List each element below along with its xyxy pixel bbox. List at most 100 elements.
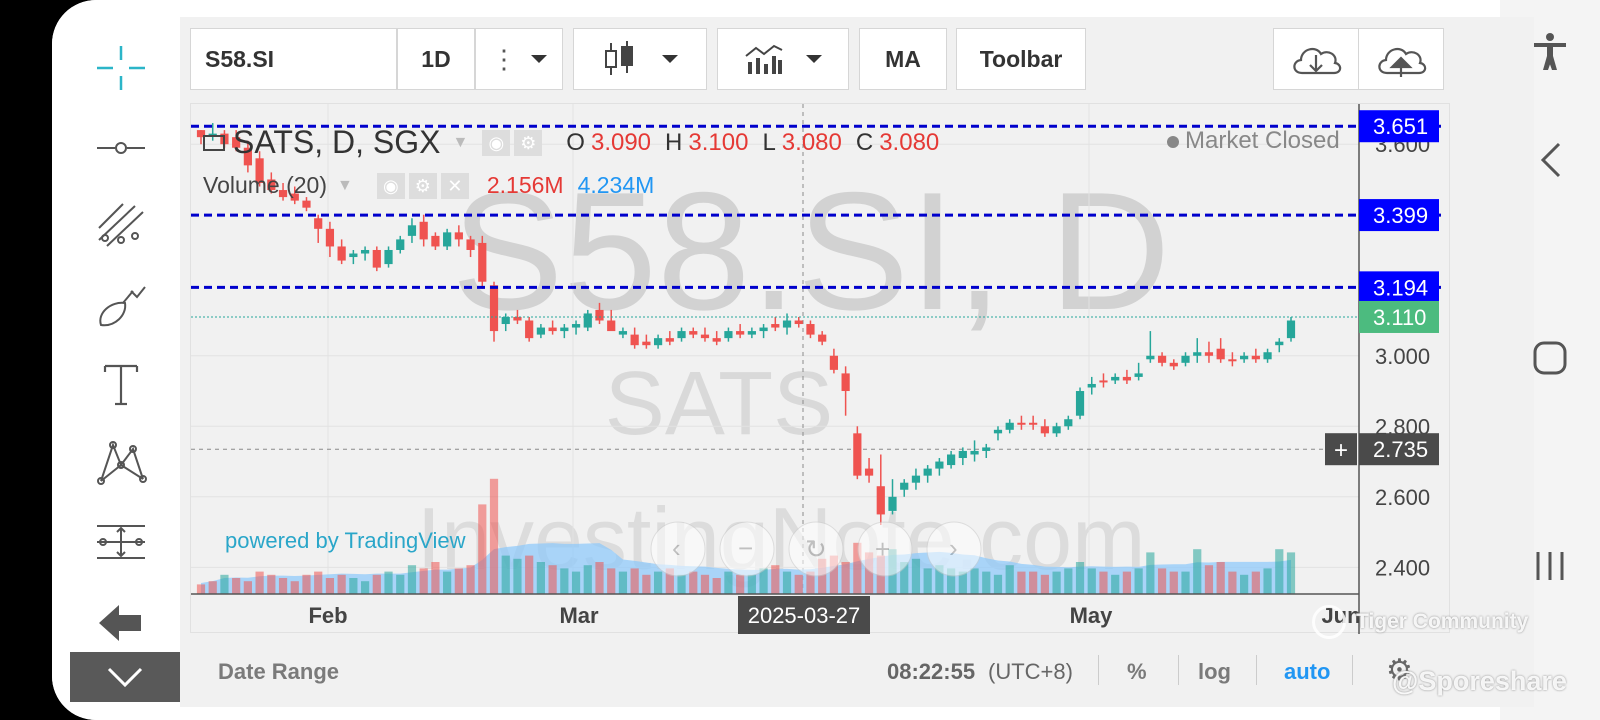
volume-bar: [349, 578, 358, 594]
crosshair-tool-icon[interactable]: [90, 37, 152, 99]
legend-caret-icon[interactable]: ▼: [452, 133, 469, 151]
scroll-left-button[interactable]: [650, 521, 706, 577]
auto-toggle[interactable]: auto: [1284, 659, 1331, 684]
volume-bar: [419, 568, 428, 594]
log-toggle[interactable]: log: [1198, 659, 1231, 684]
volume-bar: [1157, 568, 1167, 594]
chart-settings-icon[interactable]: ⚙: [1386, 654, 1413, 687]
volume-bar: [243, 581, 252, 594]
low-value: 3.080: [781, 128, 842, 156]
price-label: 3.399: [1373, 203, 1428, 228]
timezone-label[interactable]: (UTC+8): [988, 659, 1073, 684]
minus-icon: −: [738, 533, 753, 563]
candle-body: [1216, 348, 1225, 360]
indicators-button[interactable]: [717, 28, 849, 90]
volume-bar: [642, 574, 651, 594]
price-chart[interactable]: S58.SI, D SATS InvestingNote.com 3.6003.…: [191, 104, 1451, 634]
accessibility-icon[interactable]: [1522, 24, 1578, 80]
candle-body: [864, 468, 874, 476]
candle-body: [372, 249, 381, 268]
zoom-out-button[interactable]: [719, 521, 775, 577]
candle-body: [290, 193, 299, 201]
measure-tool-icon[interactable]: [90, 511, 152, 573]
candle-body: [1169, 362, 1178, 367]
volume-bar: [536, 562, 545, 594]
volume-bar: [736, 574, 745, 594]
interval-button[interactable]: 1D: [397, 28, 475, 90]
fib-tool-icon[interactable]: [90, 195, 152, 257]
chart-type-button[interactable]: [573, 28, 707, 90]
reset-button[interactable]: [788, 521, 844, 577]
volume-bar: [478, 504, 487, 594]
time-tick-label: Mar: [559, 603, 599, 628]
volume-bar: [689, 571, 698, 594]
eye-icon[interactable]: ◉: [482, 129, 511, 156]
candle-body: [1228, 359, 1237, 362]
candle-body: [841, 373, 850, 392]
volume-bar: [443, 571, 452, 594]
date-range-button[interactable]: Date Range: [218, 659, 340, 684]
volume-settings-icon[interactable]: ⚙: [408, 172, 437, 199]
volume-bar: [630, 568, 639, 594]
arrow-left-icon[interactable]: [90, 592, 152, 654]
candle-body: [478, 242, 487, 282]
settings-icon[interactable]: ⚙: [514, 129, 543, 156]
symbol-button[interactable]: S58.SI: [190, 28, 397, 90]
volume-bar: [794, 574, 803, 594]
cloud-upload-button[interactable]: [1358, 28, 1444, 90]
candle-body: [1040, 426, 1049, 434]
candle-body: [1181, 355, 1190, 363]
volume-bar: [431, 562, 440, 594]
volume-close-icon[interactable]: ✕: [440, 172, 469, 199]
trend-line-tool-icon[interactable]: [90, 116, 152, 178]
candle-body: [794, 320, 803, 325]
candle-body: [595, 309, 604, 321]
candle-body: [818, 334, 827, 342]
volume-eye-icon[interactable]: ◉: [376, 172, 405, 199]
brush-tool-icon[interactable]: [90, 274, 152, 336]
crosshair-handle[interactable]: [1325, 433, 1357, 466]
volume-bar: [1040, 574, 1049, 594]
clock-time: 08:22:55: [887, 659, 976, 684]
candle-body: [1052, 426, 1061, 434]
volume-bar: [947, 568, 956, 594]
candle-body: [232, 137, 241, 148]
text-tool-icon[interactable]: [90, 353, 152, 415]
recents-icon[interactable]: [1522, 538, 1578, 594]
market-status: Market Closed: [1167, 127, 1340, 155]
chart-area[interactable]: S58.SI, D SATS InvestingNote.com 3.600 3.…: [190, 103, 1451, 634]
candle-body: [1122, 376, 1132, 381]
toolbar-button[interactable]: Toolbar: [956, 28, 1086, 90]
close-label: C: [855, 128, 874, 156]
collapse-toolbar-button[interactable]: [70, 652, 180, 702]
percent-toggle[interactable]: %: [1127, 659, 1147, 684]
volume-bar: [360, 581, 370, 594]
cloud-download-icon: [1293, 47, 1342, 75]
candle-body: [571, 324, 581, 328]
price-tick-label: 2.600: [1375, 485, 1430, 510]
volume-caret-icon[interactable]: ▼: [337, 176, 353, 194]
candle-body: [947, 454, 956, 466]
candles-icon: [605, 41, 633, 75]
back-icon[interactable]: [1522, 132, 1578, 188]
cloud-download-button[interactable]: [1273, 28, 1359, 90]
volume-bar: [1193, 549, 1202, 594]
candle-body: [454, 232, 463, 240]
candle-body: [724, 331, 733, 339]
volume-bar: [220, 574, 229, 594]
candle-body: [665, 338, 674, 342]
volume-bar: [454, 568, 463, 594]
symbol-watermark: S58.SI, D: [451, 157, 1170, 345]
volume-bar: [583, 565, 592, 594]
volume-bar: [1017, 571, 1026, 594]
candle-body: [513, 316, 522, 321]
scroll-right-button[interactable]: [926, 521, 982, 577]
caret-down-icon: [662, 55, 678, 63]
ma-button[interactable]: MA: [859, 28, 947, 90]
home-icon[interactable]: [1522, 330, 1578, 386]
zoom-in-button[interactable]: [857, 521, 913, 577]
interval-dropdown[interactable]: ⋮: [475, 28, 563, 90]
pattern-tool-icon[interactable]: [90, 432, 152, 494]
volume-bar: [1204, 565, 1214, 594]
candle-body: [314, 218, 323, 229]
